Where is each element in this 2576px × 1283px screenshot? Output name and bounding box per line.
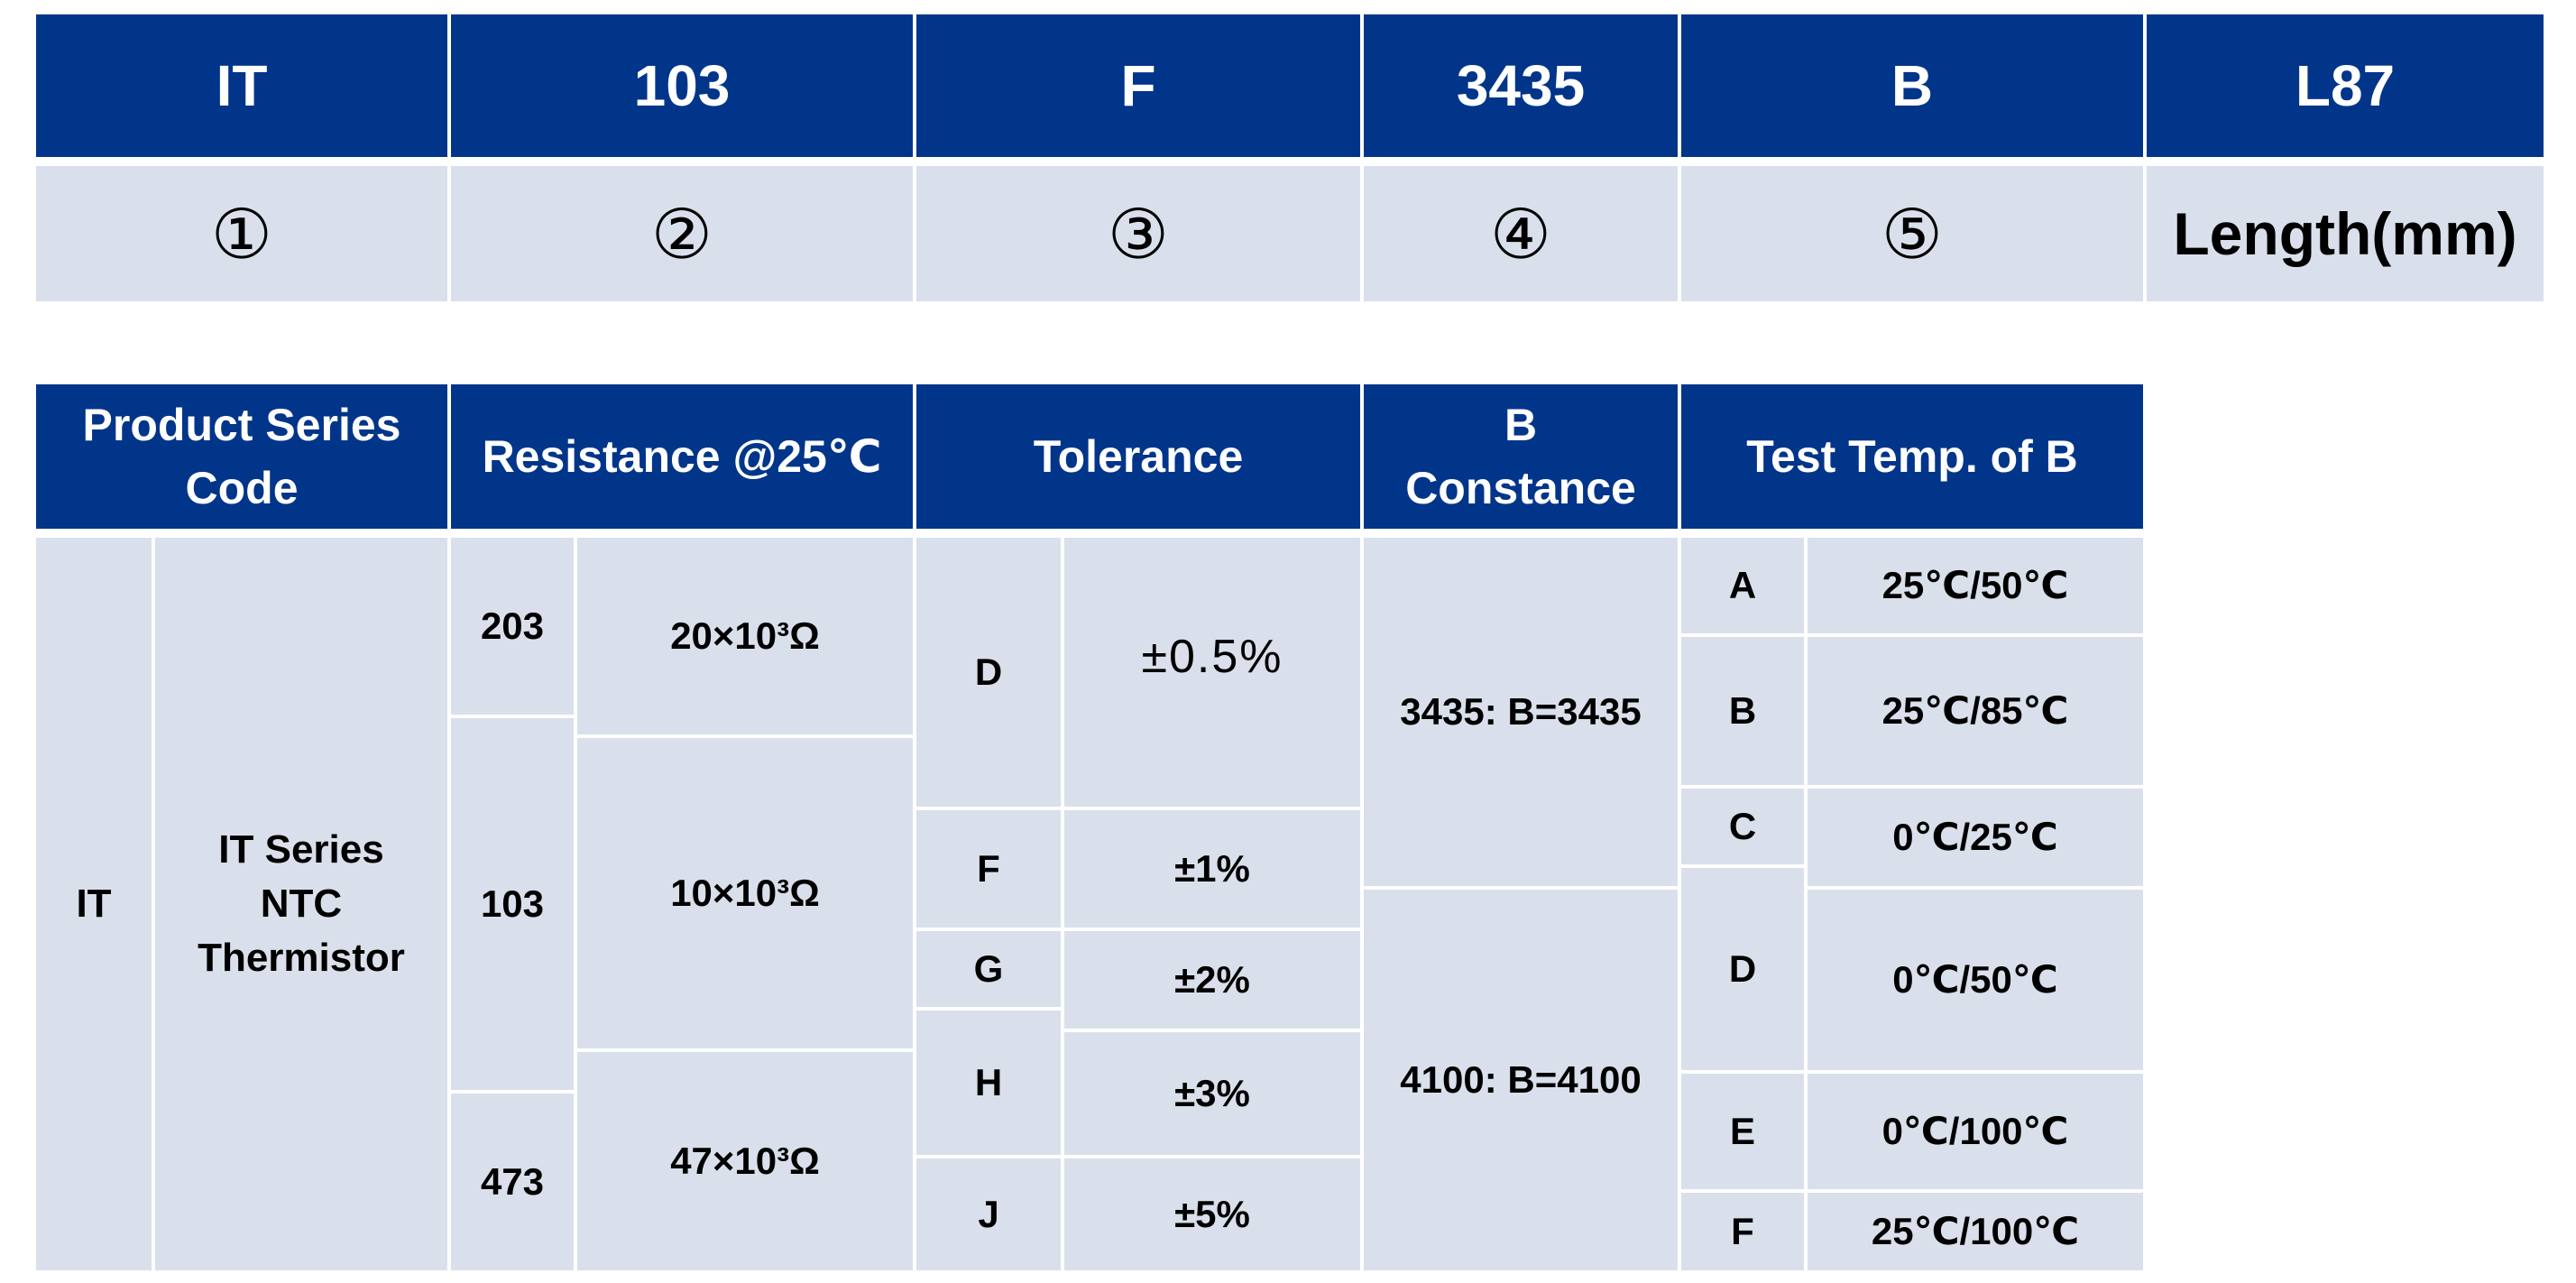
header-tolerance: Tolerance [916,384,1360,529]
tolerance-value-1: ±1% [1064,810,1360,928]
test-temp-code-b: B [1681,637,1804,785]
resistance-code-473: 473 [451,1094,574,1270]
legend-marker-5: ⑤ [1681,166,2143,301]
test-temp-code-d: D [1681,868,1804,1070]
resistance-value-20k: 20×10³Ω [577,538,913,734]
header-resistance: Resistance @25℃ [451,384,913,529]
test-temp-value-d: 0℃/50℃ [1808,890,2143,1070]
resistance-value-47k: 47×10³Ω [577,1052,913,1270]
tolerance-code-g: G [916,931,1061,1007]
code-cell-test-temp: B [1681,14,2143,157]
tolerance-value-2: ±2% [1064,931,1360,1029]
test-temp-value-c: 0℃/25℃ [1808,789,2143,886]
code-cell-b-constance: 3435 [1364,14,1678,157]
header-b-constance: B Constance [1364,384,1678,529]
tolerance-value-5: ±5% [1064,1158,1360,1270]
legend-marker-4: ④ [1364,166,1678,301]
code-cell-tolerance: F [916,14,1360,157]
test-temp-code-c: C [1681,789,1804,864]
resistance-code-203: 203 [451,538,574,715]
legend-marker-3: ③ [916,166,1360,301]
tolerance-code-f: F [916,810,1061,928]
resistance-value-10k: 10×10³Ω [577,738,913,1048]
tolerance-value-0-5: ±0.5% [1064,538,1360,807]
tolerance-code-h: H [916,1011,1061,1155]
code-cell-series: IT [36,14,447,157]
test-temp-code-a: A [1681,538,1804,633]
legend-marker-1: ① [36,166,447,301]
legend-length-label: Length(mm) [2147,166,2544,301]
test-temp-value-b: 25℃/85℃ [1808,637,2143,785]
b-constance-3435: 3435: B=3435 [1364,538,1678,886]
code-cell-length: L87 [2147,14,2544,157]
test-temp-value-a: 25℃/50℃ [1808,538,2143,633]
series-code-cell: IT [36,538,152,1270]
header-test-temp: Test Temp. of B [1681,384,2143,529]
b-constance-4100: 4100: B=4100 [1364,890,1678,1270]
resistance-code-103: 103 [451,718,574,1090]
test-temp-value-f: 25℃/100℃ [1808,1193,2143,1270]
header-product-series-code: Product Series Code [36,384,447,529]
legend-marker-2: ② [451,166,913,301]
test-temp-code-f: F [1681,1193,1804,1270]
test-temp-value-e: 0℃/100℃ [1808,1074,2143,1189]
tolerance-code-j: J [916,1158,1061,1270]
tolerance-code-d: D [916,538,1061,807]
tolerance-value-3: ±3% [1064,1032,1360,1155]
code-cell-resistance: 103 [451,14,913,157]
series-description-cell: IT Series NTC Thermistor [155,538,447,1270]
test-temp-code-e: E [1681,1074,1804,1189]
